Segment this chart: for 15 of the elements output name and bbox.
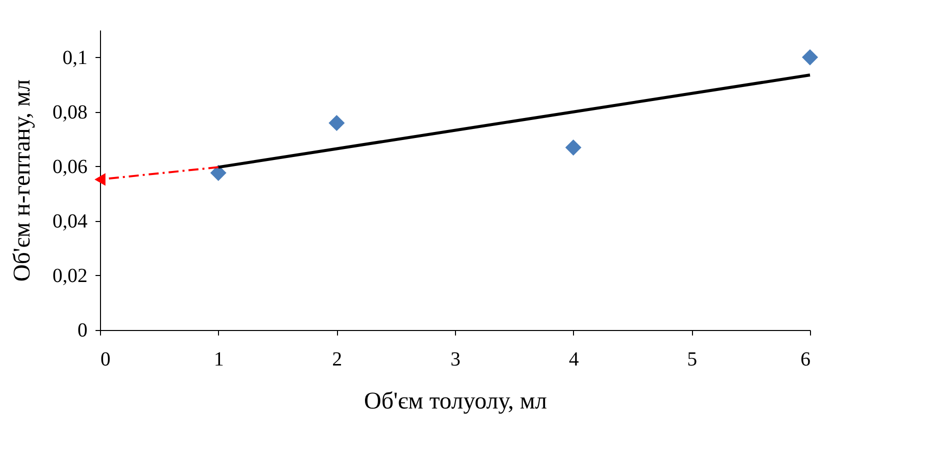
y-tick-label: 0,04	[52, 210, 88, 232]
y-axis-title: Об'єм н-гептану, мл	[10, 79, 36, 282]
x-tick-label: 3	[450, 348, 460, 370]
y-tick-label: 0	[78, 320, 88, 342]
x-tick-label: 6	[800, 348, 810, 370]
x-tick-label: 1	[214, 348, 224, 370]
x-tick-label: 4	[568, 348, 579, 370]
x-tick-label: 0	[100, 348, 110, 370]
y-tick-label: 0,08	[52, 101, 88, 124]
y-tick-label: 0,1	[62, 46, 88, 69]
x-axis-title: Об'єм толуолу, мл	[364, 388, 548, 414]
x-tick-label: 2	[332, 348, 342, 370]
x-tick-label: 5	[687, 348, 698, 370]
y-tick-label: 0,02	[52, 264, 88, 287]
y-tick-label: 0,06	[52, 156, 88, 178]
